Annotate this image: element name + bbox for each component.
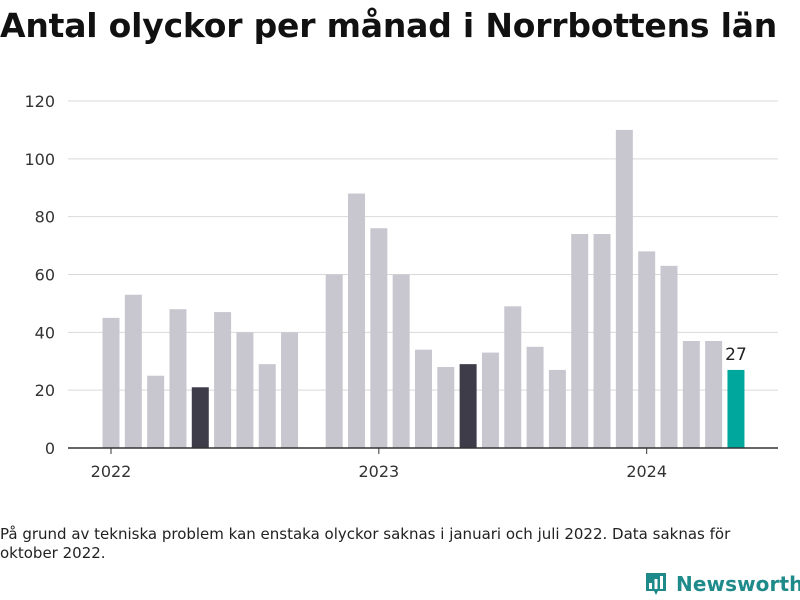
- newsworthy-logo-icon: [646, 573, 666, 595]
- bar-2022-07[interactable]: [236, 332, 254, 448]
- bar-2023-01[interactable]: [370, 228, 388, 448]
- y-tick-label-60: 60: [35, 266, 55, 285]
- bar-2023-03[interactable]: [414, 349, 432, 448]
- bar-2023-10[interactable]: [571, 234, 589, 448]
- newsworthy-brand[interactable]: Newsworthy: [644, 569, 800, 599]
- bar-2023-11[interactable]: [593, 234, 611, 448]
- data-labels: 27: [725, 345, 747, 365]
- x-tick-label-2024: 2024: [626, 462, 667, 481]
- bar-2022-12[interactable]: [348, 193, 366, 448]
- bar-2022-11[interactable]: [325, 274, 343, 449]
- brand-name: Newsworthy: [676, 572, 800, 596]
- chart-title: Antal olyckor per månad i Norrbottens lä…: [0, 6, 778, 45]
- bar-2023-04[interactable]: [437, 367, 455, 448]
- y-tick-label-80: 80: [35, 208, 55, 227]
- y-tick-label-40: 40: [35, 323, 55, 342]
- footnote: På grund av tekniska problem kan enstaka…: [0, 525, 731, 562]
- bar-2022-02[interactable]: [124, 294, 142, 448]
- bar-2022-09[interactable]: [281, 332, 299, 448]
- bar-2022-04[interactable]: [169, 309, 187, 448]
- bar-2023-12[interactable]: [615, 129, 633, 449]
- bar-2023-08[interactable]: [526, 346, 544, 448]
- bar-2024-05[interactable]: [727, 369, 745, 448]
- x-axis: [68, 447, 778, 454]
- y-axis-tick-labels: 0 20 40 60 80 100 120: [24, 92, 55, 458]
- bar-2024-03[interactable]: [682, 341, 700, 448]
- bars: [102, 129, 745, 449]
- bar-2022-01[interactable]: [102, 317, 120, 449]
- bar-2022-06[interactable]: [214, 312, 232, 448]
- x-axis-tick-labels: 2022 2023 2024: [91, 462, 667, 481]
- bar-2022-08[interactable]: [258, 364, 276, 448]
- data-label-2024-05: 27: [725, 345, 747, 365]
- bar-2023-06[interactable]: [481, 352, 499, 448]
- bar-2023-02[interactable]: [392, 274, 410, 449]
- bar-2023-05[interactable]: [459, 364, 477, 448]
- bar-2022-03[interactable]: [147, 375, 165, 448]
- x-tick-label-2023: 2023: [358, 462, 399, 481]
- bar-2024-01[interactable]: [638, 251, 656, 448]
- bar-2022-05[interactable]: [191, 387, 209, 448]
- y-tick-label-0: 0: [45, 439, 55, 458]
- x-tick-label-2022: 2022: [91, 462, 132, 481]
- y-tick-label-100: 100: [24, 150, 55, 169]
- y-tick-label-20: 20: [35, 381, 55, 400]
- y-tick-label-120: 120: [24, 92, 55, 111]
- bar-2023-09[interactable]: [548, 369, 566, 448]
- bar-2024-02[interactable]: [660, 265, 678, 448]
- bar-2024-04[interactable]: [705, 341, 723, 448]
- bar-2023-07[interactable]: [504, 306, 522, 448]
